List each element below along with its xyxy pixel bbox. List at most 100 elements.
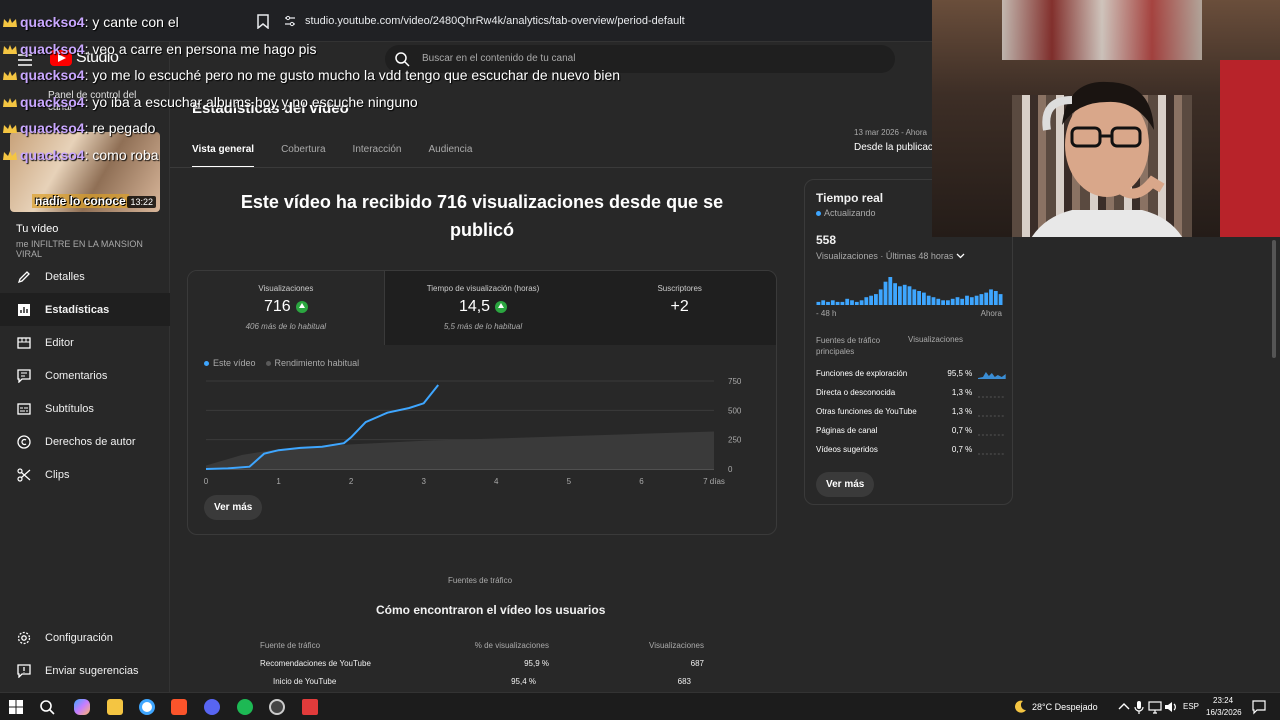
obs-icon[interactable] [269,699,285,715]
url-text[interactable]: studio.youtube.com/video/2480QhrRw4k/ana… [305,15,685,27]
list-item[interactable]: Páginas de canal 0,7 % [816,421,1006,440]
tab-audience[interactable]: Audiencia [428,144,473,155]
sidebar-item-copyright[interactable]: Derechos de autor [0,425,170,458]
arrow-up-icon [495,301,508,313]
chevron-down-icon [956,253,965,259]
chrome-icon[interactable] [139,699,155,715]
chat-text: : veo a carre en persona me hago pis [84,41,317,57]
typical-performance-area [206,431,714,469]
tab-reach[interactable]: Cobertura [281,144,326,155]
realtime-bar-chart [816,277,1003,305]
site-settings-icon[interactable] [284,15,296,27]
weather-text[interactable]: 28°C Despejado [1032,702,1098,712]
realtime-period-selector[interactable]: Visualizaciones · Últimas 48 horas [816,251,965,261]
metric-watch-time[interactable]: Tiempo de visualización (horas) 14,5 5,5… [384,271,582,345]
bookmark-icon[interactable] [257,14,269,29]
sparkline [978,433,1006,435]
realtime-bar [854,301,859,305]
search-input[interactable]: Buscar en el contenido de tu canal [422,53,576,64]
spotify-icon[interactable] [237,699,253,715]
chat-message: quackso4: como roba [2,147,159,163]
video-thumbnail[interactable]: nadie lo conoce 13:22 [10,132,160,212]
chat-text: : yo me lo escuché pero no me gusto much… [84,67,621,83]
chat-message: quackso4: yo iba a escuchar albums hoy y… [2,94,418,110]
traffic-source: Otras funciones de YouTube [816,407,917,416]
sidebar-item-subtitles[interactable]: Subtítulos [0,392,170,425]
date-range-selector[interactable]: Desde la publicac [854,142,933,153]
realtime-status-text: Actualizando [824,208,876,218]
realtime-bar [998,294,1003,305]
notifications-icon[interactable] [1251,699,1267,715]
sidebar-item-label: Configuración [45,631,113,644]
tab-engagement[interactable]: Interacción [352,144,402,155]
search-bar[interactable]: Buscar en el contenido de tu canal [385,45,895,73]
discord-icon[interactable] [204,699,220,715]
chevron-up-icon[interactable] [1116,699,1132,715]
list-item[interactable]: Vídeos sugeridos 0,7 % [816,440,1006,459]
video-app-icon[interactable] [302,699,318,715]
microphone-icon[interactable] [1131,699,1147,715]
traffic-percent: 0,7 % [951,445,973,454]
realtime-bar [965,295,969,305]
metric-value: 716 [263,298,291,315]
crown-icon [3,71,17,80]
chat-username: quackso4 [20,67,85,83]
metric-value-row: 716 [188,298,384,316]
realtime-col-source: Fuentes de tráfico principales [816,336,881,356]
editor-icon [17,336,31,349]
see-more-button[interactable]: Ver más [204,495,263,520]
legend-item: Rendimiento habitual [265,358,359,368]
crown-icon [3,151,17,160]
scrollbar[interactable] [1272,240,1276,358]
sidebar-item-settings[interactable]: Configuración [0,621,170,654]
thumbnail-caption: nadie lo conoce [32,194,129,208]
file-explorer-icon[interactable] [107,699,123,715]
metric-subscribers[interactable]: Suscriptores +2 [581,271,776,345]
sidebar-item-clips[interactable]: Clips [0,458,170,491]
traffic-title: Cómo encontraron el vídeo los usuarios [376,603,606,617]
clock-time[interactable]: 23:24 [1213,696,1234,705]
sidebar-item-analytics[interactable]: Estadísticas [0,293,170,326]
metric-views[interactable]: Visualizaciones 716 406 más de lo habitu… [188,271,385,345]
search-icon[interactable] [39,699,55,715]
metric-value-row: +2 [581,298,776,316]
realtime-bar [826,301,830,305]
realtime-bar [845,298,850,305]
windows-start-icon[interactable] [8,699,24,715]
realtime-bar [917,291,921,305]
traffic-source: Vídeos sugeridos [816,445,878,454]
crown-icon [3,98,17,107]
x-tick-label: 5 [567,477,572,486]
realtime-see-more-button[interactable]: Ver más [816,472,875,497]
feedback-icon [17,663,31,678]
stream-chat-overlay: quackso4: y cante con el quackso4: veo a … [0,0,700,180]
copilot-icon[interactable] [74,699,90,715]
list-item[interactable]: Directa o desconocida 1,3 % [816,383,1006,402]
clock-date[interactable]: 16/3/2026 [1206,708,1242,717]
sidebar-item-comments[interactable]: Comentarios [0,359,170,392]
list-item[interactable]: Funciones de exploración 95,5 % [816,364,1006,383]
sidebar-item-feedback[interactable]: Enviar sugerencias [0,654,170,687]
cell-views: 687 [690,658,704,668]
studio-logo[interactable]: Studio [50,49,119,67]
table-row[interactable]: Recomendaciones de YouTube 95,9 % 687 [260,654,710,672]
channel-dashboard-link[interactable]: Panel de control del canal [48,90,137,113]
sidebar-item-label: Comentarios [45,369,108,382]
y-tick-label: 0 [728,465,733,474]
realtime-bar [907,286,912,305]
brave-icon[interactable] [171,699,187,715]
table-row[interactable]: Inicio de YouTube 95,4 % 683 [260,672,710,690]
input-language[interactable]: ESP [1183,702,1200,711]
comment-icon [17,368,31,383]
sidebar-item-label: Derechos de autor [45,435,136,448]
realtime-bar [840,301,845,305]
realtime-bar [835,301,840,305]
list-item[interactable]: Otras funciones de YouTube 1,3 % [816,402,1006,421]
sidebar-item-details[interactable]: Detalles [0,260,170,293]
network-icon[interactable] [1147,699,1163,715]
menu-icon[interactable] [18,54,32,66]
sidebar-item-editor[interactable]: Editor [0,326,170,359]
realtime-bar [941,300,945,305]
volume-icon[interactable] [1163,699,1179,715]
realtime-bar [878,289,883,305]
